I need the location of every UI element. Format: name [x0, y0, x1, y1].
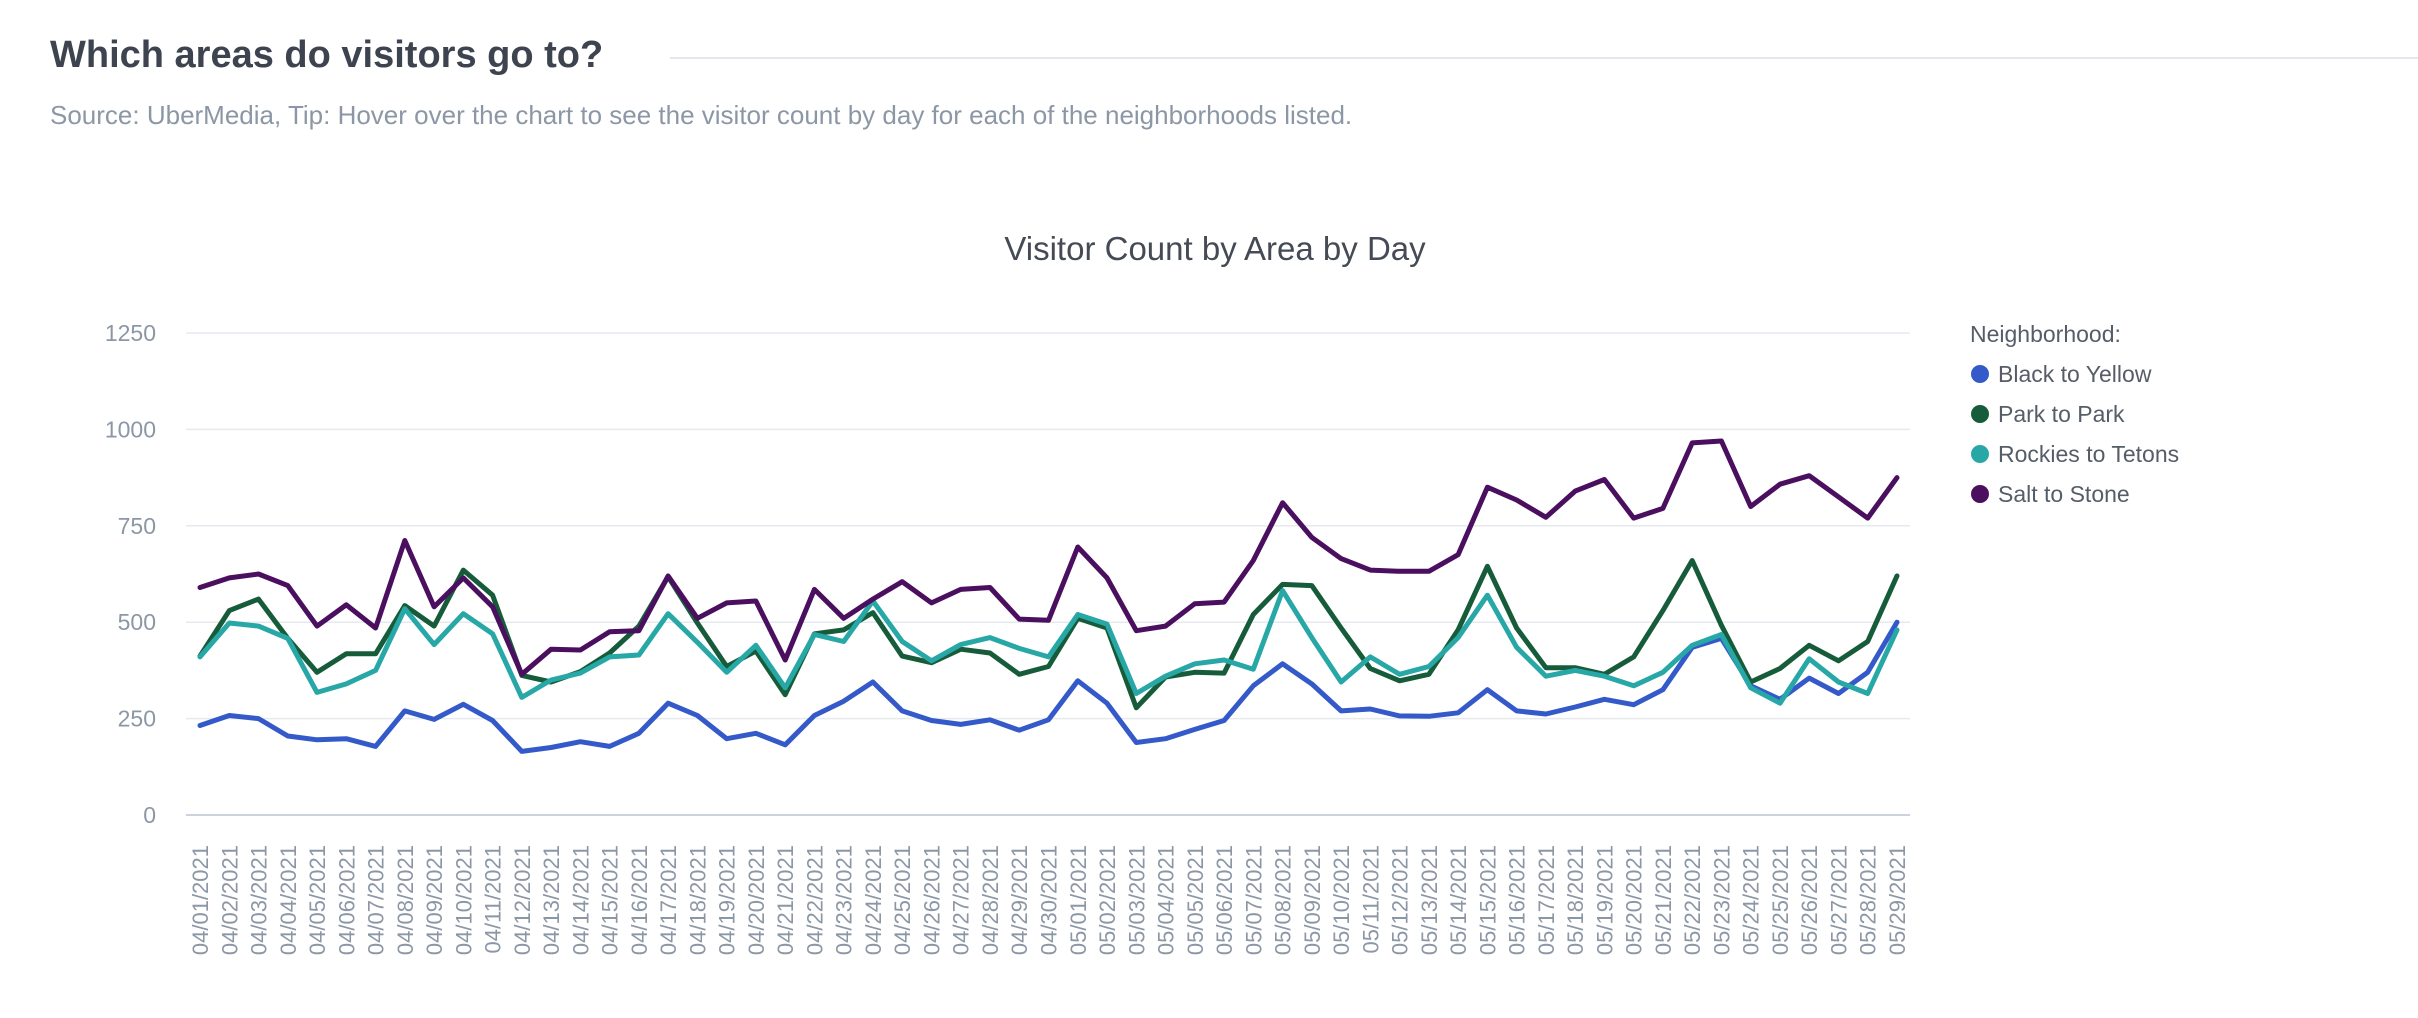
- x-tick-label: 05/25/2021: [1768, 845, 1793, 955]
- x-tick-label: 04/04/2021: [276, 845, 301, 955]
- x-tick-label: 05/29/2021: [1885, 845, 1910, 955]
- x-tick-label: 05/10/2021: [1329, 845, 1354, 955]
- section-header: Which areas do visitors go to?: [50, 28, 2418, 88]
- y-tick-label: 0: [143, 802, 156, 828]
- x-tick-label: 04/18/2021: [685, 845, 710, 955]
- page-subtitle: Source: UberMedia, Tip: Hover over the c…: [50, 100, 1353, 130]
- x-tick-label: 05/28/2021: [1856, 845, 1881, 955]
- x-tick-label: 04/23/2021: [832, 845, 857, 955]
- x-tick-label: 05/08/2021: [1271, 845, 1296, 955]
- x-tick-label: 04/05/2021: [305, 845, 330, 955]
- x-tick-label: 05/23/2021: [1709, 845, 1734, 955]
- legend[interactable]: Neighborhood: Black to Yellow Park to Par…: [1970, 321, 2179, 507]
- x-tick-label: 04/16/2021: [627, 845, 652, 955]
- x-tick-label: 05/27/2021: [1826, 845, 1851, 955]
- x-tick-label: 04/02/2021: [217, 845, 242, 955]
- x-tick-label: 05/20/2021: [1622, 845, 1647, 955]
- x-tick-label: 05/05/2021: [1183, 845, 1208, 955]
- x-tick-label: 05/14/2021: [1446, 845, 1471, 955]
- x-tick-label: 04/29/2021: [1007, 845, 1032, 955]
- x-tick-label: 04/01/2021: [188, 845, 213, 955]
- legend-item[interactable]: Salt to Stone: [1971, 481, 2130, 507]
- x-tick-label: 05/09/2021: [1300, 845, 1325, 955]
- y-axis: 0 250 500 750 1000 1250: [105, 320, 156, 828]
- legend-label: Rockies to Tetons: [1998, 441, 2179, 467]
- x-tick-label: 05/21/2021: [1651, 845, 1676, 955]
- x-tick-label: 04/30/2021: [1037, 845, 1062, 955]
- x-tick-label: 05/18/2021: [1563, 845, 1588, 955]
- y-tick-label: 500: [118, 609, 156, 635]
- x-tick-label: 04/11/2021: [481, 845, 506, 953]
- x-tick-label: 04/09/2021: [422, 845, 447, 955]
- x-tick-label: 04/03/2021: [247, 845, 272, 955]
- legend-label: Salt to Stone: [1998, 481, 2130, 507]
- series-line-black-to-yellow[interactable]: [197, 619, 1900, 754]
- title-divider: [670, 57, 2418, 59]
- legend-marker: [1971, 445, 1989, 463]
- x-tick-label: 05/16/2021: [1505, 845, 1530, 955]
- x-tick-label: 04/27/2021: [949, 845, 974, 955]
- x-axis: 04/01/2021 04/02/2021 04/03/2021 04/04/2021…: [188, 845, 1910, 955]
- legend-item[interactable]: Black to Yellow: [1971, 361, 2152, 387]
- x-tick-label: 04/25/2021: [890, 845, 915, 955]
- legend-item[interactable]: Park to Park: [1971, 401, 2125, 427]
- x-tick-label: 04/28/2021: [978, 845, 1003, 955]
- x-tick-label: 04/08/2021: [393, 845, 418, 955]
- x-tick-label: 04/26/2021: [919, 845, 944, 955]
- x-tick-label: 05/13/2021: [1417, 845, 1442, 955]
- x-tick-label: 05/07/2021: [1241, 845, 1266, 955]
- series-line-salt-to-stone[interactable]: [197, 438, 1900, 677]
- y-tick-label: 1250: [105, 320, 156, 346]
- series-line-rockies-to-tetons[interactable]: [197, 588, 1900, 706]
- page-title: Which areas do visitors go to?: [50, 34, 604, 76]
- x-tick-label: 05/24/2021: [1739, 845, 1764, 955]
- legend-marker: [1971, 365, 1989, 383]
- x-tick-label: 05/12/2021: [1388, 845, 1413, 955]
- x-tick-label: 04/20/2021: [744, 845, 769, 955]
- x-tick-label: 04/17/2021: [656, 845, 681, 955]
- x-tick-label: 05/04/2021: [1154, 845, 1179, 955]
- y-tick-label: 250: [118, 706, 156, 732]
- chart-title: Visitor Count by Area by Day: [1004, 230, 1426, 267]
- legend-label: Black to Yellow: [1998, 361, 2152, 387]
- x-tick-label: 04/15/2021: [598, 845, 623, 955]
- x-tick-label: 05/03/2021: [1124, 845, 1149, 955]
- y-tick-label: 1000: [105, 416, 156, 442]
- x-tick-label: 04/24/2021: [861, 845, 886, 955]
- x-tick-label: 05/11/2021: [1358, 845, 1383, 953]
- x-tick-label: 04/10/2021: [451, 845, 476, 955]
- grid-lines: [186, 332, 1910, 720]
- x-tick-label: 04/12/2021: [510, 845, 535, 955]
- legend-label: Park to Park: [1998, 401, 2125, 427]
- x-tick-label: 05/22/2021: [1680, 845, 1705, 955]
- x-tick-label: 04/06/2021: [334, 845, 359, 955]
- x-tick-label: 04/14/2021: [568, 845, 593, 955]
- x-tick-label: 04/22/2021: [802, 845, 827, 955]
- x-tick-label: 04/13/2021: [539, 845, 564, 955]
- x-tick-label: 05/15/2021: [1475, 845, 1500, 955]
- x-tick-label: 04/19/2021: [715, 845, 740, 955]
- x-tick-label: 05/02/2021: [1095, 845, 1120, 955]
- x-tick-label: 04/21/2021: [773, 845, 798, 955]
- x-tick-label: 05/17/2021: [1534, 845, 1559, 955]
- legend-item[interactable]: Rockies to Tetons: [1971, 441, 2179, 467]
- x-tick-label: 04/07/2021: [364, 845, 389, 955]
- x-tick-label: 05/06/2021: [1212, 845, 1237, 955]
- series-line-park-to-park[interactable]: [197, 558, 1900, 711]
- y-tick-label: 750: [118, 513, 156, 539]
- x-tick-label: 05/26/2021: [1797, 845, 1822, 955]
- x-tick-label: 05/01/2021: [1066, 845, 1091, 955]
- legend-marker: [1971, 405, 1989, 423]
- x-tick-label: 05/19/2021: [1592, 845, 1617, 955]
- series-lines[interactable]: [197, 438, 1900, 754]
- legend-title: Neighborhood:: [1970, 321, 2121, 347]
- legend-marker: [1971, 485, 1989, 503]
